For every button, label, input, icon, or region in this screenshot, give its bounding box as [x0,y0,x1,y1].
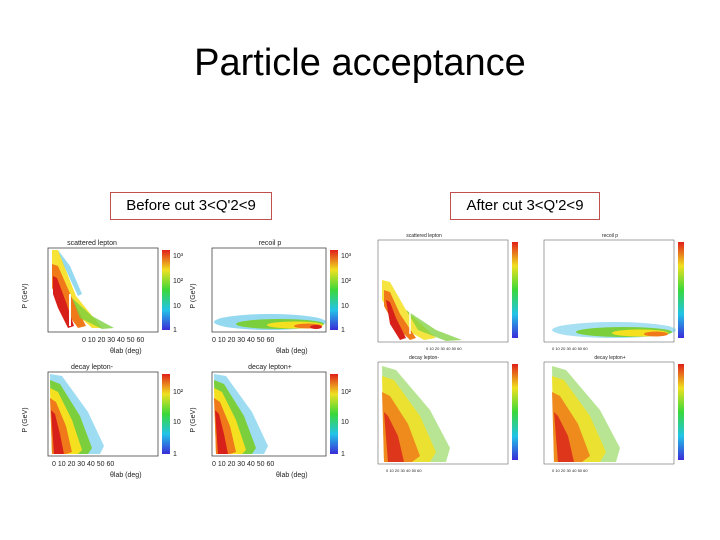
svg-text:θlab (deg): θlab (deg) [110,348,142,355]
after-cut-label: After cut 3<Q'2<9 [450,192,600,220]
after-plot-decay-lepton-minus: decay lepton- 0 10 20 30 40 50 60 [366,352,528,476]
svg-text:θlab (deg): θlab (deg) [110,472,142,479]
svg-text:θlab (deg): θlab (deg) [276,472,308,479]
svg-text:1: 1 [341,327,345,334]
before-plot-scattered-lepton: scattered lepton P (GeV) 0 10 20 30 40 5… [22,236,190,358]
svg-text:10²: 10² [341,278,352,285]
svg-text:0 10 20 30 40 50 60: 0 10 20 30 40 50 60 [82,337,144,344]
svg-text:10³: 10³ [341,253,352,260]
svg-text:P (GeV): P (GeV) [22,283,29,308]
svg-text:10²: 10² [341,389,352,396]
svg-text:10: 10 [341,419,349,426]
svg-text:10²: 10² [173,278,184,285]
slide-title: Particle acceptance [194,42,526,84]
svg-text:recoil p: recoil p [259,240,282,247]
after-plot-recoil-p: recoil p 0 10 20 30 40 50 60 [532,230,694,354]
svg-text:10: 10 [173,303,181,310]
svg-text:1: 1 [173,327,177,334]
svg-text:recoil p: recoil p [602,233,618,239]
svg-text:10²: 10² [173,389,184,396]
svg-text:10³: 10³ [173,253,184,260]
svg-text:P (GeV): P (GeV) [190,283,197,308]
svg-text:0 10 20 30 40 50 6: 0 10 20 30 40 50 60 [386,468,422,473]
before-plot-decay-lepton-plus: decay lepton+ P (GeV) 0 10 20 30 40 50 6… [190,360,358,482]
svg-text:1: 1 [341,451,345,458]
svg-text:0 10 20 30 40 50 60: 0 10 20 30 40 50 60 [426,346,462,351]
before-plot-recoil-p: recoil p P (GeV) 0 10 20 30 40 50 60 θla… [190,236,358,358]
svg-text:0 10 20 30 40 50 6: 0 10 20 30 40 50 60 [212,337,274,344]
before-plot-decay-lepton-minus: decay lepton- P (GeV) 0 10 20 30 40 50 6… [22,360,190,482]
svg-text:decay lepton-: decay lepton- [71,364,114,371]
after-plot-decay-lepton-plus: decay lepton+ 0 10 20 30 40 50 60 [532,352,694,476]
plot-title: scattered lepton [67,240,117,247]
svg-text:decay lepton+: decay lepton+ [248,364,292,371]
svg-text:P (GeV): P (GeV) [190,407,197,432]
after-plot-scattered-lepton: scattered lepton 0 10 20 30 40 50 60 [366,230,528,354]
before-cut-label: Before cut 3<Q'2<9 [110,192,272,220]
svg-text:0 10 20 30 40 50 6: 0 10 20 30 40 50 60 [552,468,588,473]
svg-text:decay lepton-: decay lepton- [409,355,439,361]
svg-text:scattered lepton: scattered lepton [406,233,442,239]
svg-text:θlab (deg): θlab (deg) [276,348,308,355]
svg-text:0 10 20 30 40 50 6: 0 10 20 30 40 50 60 [552,346,588,351]
svg-text:0 10 20 30 40 50 6: 0 10 20 30 40 50 60 [212,461,274,468]
svg-text:10: 10 [173,419,181,426]
svg-text:10: 10 [341,303,349,310]
svg-text:1: 1 [173,451,177,458]
svg-text:0 10 20 30 40 50 60: 0 10 20 30 40 50 60 [52,461,114,468]
svg-text:decay lepton+: decay lepton+ [594,355,625,361]
svg-text:P (GeV): P (GeV) [22,407,29,432]
